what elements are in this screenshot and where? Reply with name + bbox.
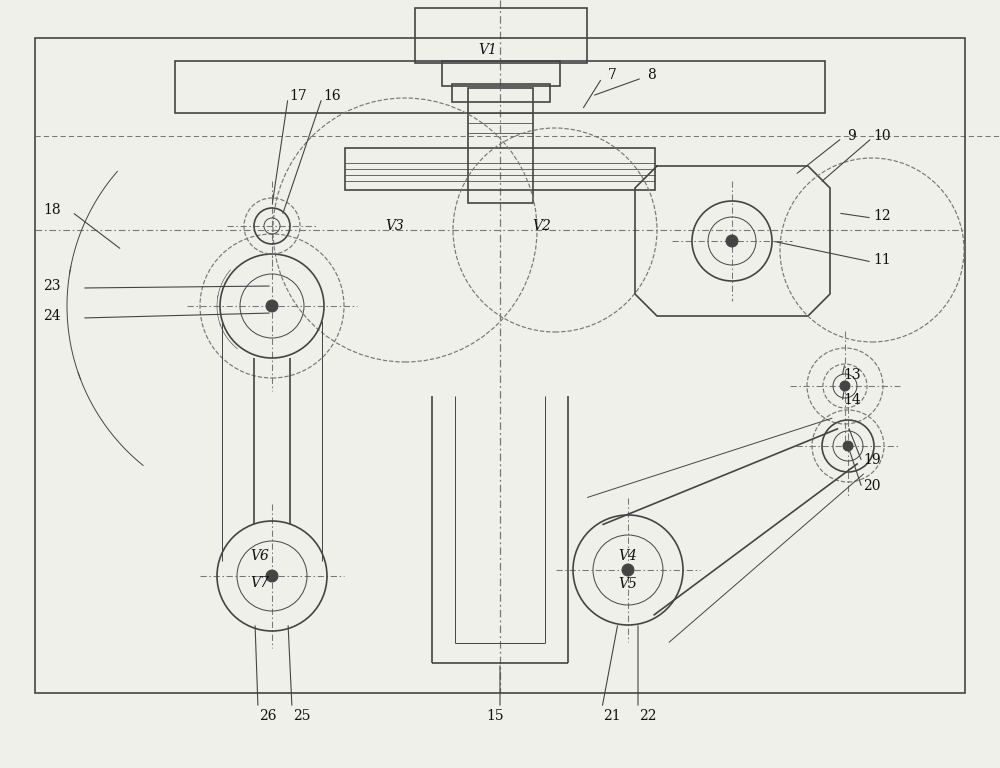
- Bar: [442, 61, 560, 86]
- Text: V3: V3: [386, 219, 404, 233]
- Text: 23: 23: [43, 279, 61, 293]
- Text: 16: 16: [323, 89, 341, 103]
- Bar: [35, 38, 965, 693]
- Bar: [345, 148, 655, 190]
- Text: V4: V4: [619, 549, 637, 563]
- Text: V6: V6: [251, 549, 269, 563]
- Text: 18: 18: [43, 203, 61, 217]
- Text: 13: 13: [843, 368, 861, 382]
- Circle shape: [726, 235, 738, 247]
- Circle shape: [622, 564, 634, 576]
- Text: 20: 20: [863, 479, 881, 493]
- Text: 9: 9: [848, 129, 856, 143]
- Text: 11: 11: [873, 253, 891, 267]
- Text: 10: 10: [873, 129, 891, 143]
- Text: 12: 12: [873, 209, 891, 223]
- Bar: [452, 84, 550, 102]
- Text: 26: 26: [259, 709, 277, 723]
- Bar: [175, 61, 825, 113]
- Circle shape: [266, 300, 278, 312]
- Circle shape: [840, 381, 850, 391]
- Text: V2: V2: [533, 219, 551, 233]
- Text: 8: 8: [648, 68, 656, 82]
- Text: 17: 17: [289, 89, 307, 103]
- Text: 21: 21: [603, 709, 621, 723]
- Bar: [468, 88, 533, 203]
- Bar: [415, 8, 587, 63]
- Text: 19: 19: [863, 453, 881, 467]
- Text: 15: 15: [486, 709, 504, 723]
- Circle shape: [843, 441, 853, 451]
- Circle shape: [266, 570, 278, 582]
- Text: 14: 14: [843, 393, 861, 407]
- Text: V5: V5: [619, 577, 637, 591]
- Text: 24: 24: [43, 309, 61, 323]
- Text: 25: 25: [293, 709, 311, 723]
- Text: 7: 7: [608, 68, 616, 82]
- Text: 22: 22: [639, 709, 657, 723]
- Text: V1: V1: [479, 43, 497, 57]
- Text: V7: V7: [251, 576, 269, 590]
